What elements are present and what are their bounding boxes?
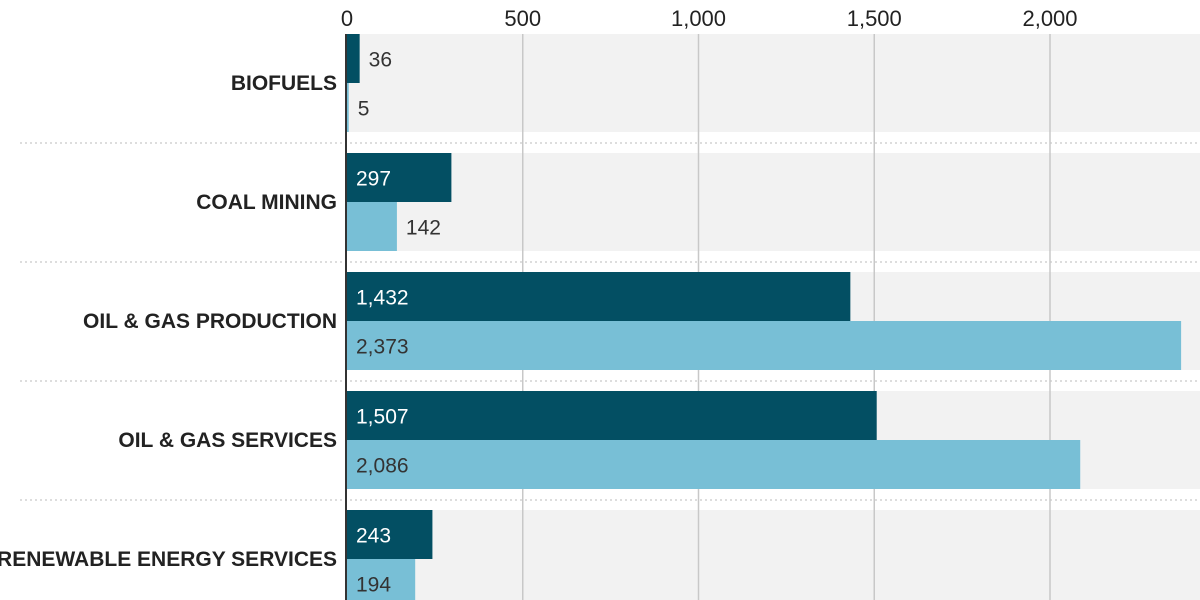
row-background xyxy=(347,153,1200,251)
value-label: 1,507 xyxy=(356,406,409,429)
tick-label: 2,000 xyxy=(1022,6,1077,31)
category-label: OIL & GAS SERVICES xyxy=(118,429,337,452)
row-background xyxy=(347,34,1200,132)
category-label: RENEWABLE ENERGY SERVICES xyxy=(0,548,337,571)
bar xyxy=(347,202,397,251)
bar xyxy=(347,153,452,202)
category-label: BIOFUELS xyxy=(231,72,337,95)
value-label: 243 xyxy=(356,525,391,548)
category-label: COAL MINING xyxy=(196,191,337,214)
value-label: 2,373 xyxy=(356,336,409,359)
tick-label: 0 xyxy=(341,6,353,31)
bar xyxy=(347,440,1081,489)
bar xyxy=(347,321,1182,370)
bar xyxy=(347,34,360,83)
bar xyxy=(347,83,349,132)
value-label: 5 xyxy=(358,98,370,121)
category-label: OIL & GAS PRODUCTION xyxy=(83,310,337,333)
value-label: 297 xyxy=(356,168,391,191)
value-label: 36 xyxy=(369,49,392,72)
tick-label: 1,000 xyxy=(671,6,726,31)
value-label: 142 xyxy=(406,217,441,240)
tick-label: 1,500 xyxy=(847,6,902,31)
bar xyxy=(347,272,851,321)
row-background xyxy=(347,510,1200,600)
value-label: 1,432 xyxy=(356,287,409,310)
value-label: 2,086 xyxy=(356,455,409,478)
bar xyxy=(347,559,416,600)
bar xyxy=(347,391,877,440)
tick-label: 500 xyxy=(504,6,541,31)
bar xyxy=(347,510,433,559)
value-label: 194 xyxy=(356,574,391,597)
